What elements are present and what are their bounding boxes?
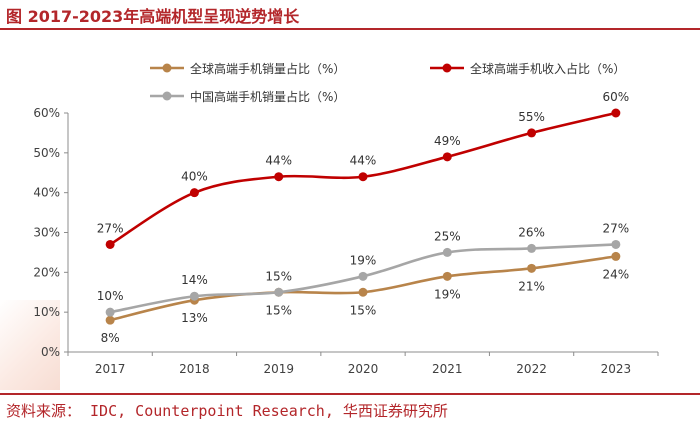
y-axis: 0% 10% 20% 30% 40% 50% 60%: [33, 106, 69, 359]
global-sales-share-legend-label: 全球高端手机销量占比（%）: [190, 61, 345, 76]
global-sales-share-data-label: 13%: [181, 311, 208, 325]
china-sales-share-data-label: 19%: [350, 253, 377, 267]
global-sales-share-point: [527, 263, 537, 273]
x-tick-label: 2023: [601, 362, 632, 376]
x-tick-label: 2020: [348, 362, 379, 376]
y-tick-label: 50%: [33, 146, 60, 160]
x-axis: 2017 2018 2019 2020 2021 2022 2023: [67, 351, 659, 376]
china-sales-share-legend-label: 中国高端手机销量占比（%）: [190, 89, 345, 104]
x-tick-label: 2019: [263, 362, 294, 376]
china-sales-share-point: [358, 271, 368, 281]
global-revenue-share-legend-marker: [442, 63, 452, 73]
corner-decoration: [0, 300, 60, 390]
legend: 全球高端手机销量占比（%） 全球高端手机收入占比（%） 中国高端手机销量占比（%）: [150, 61, 625, 104]
global-revenue-share-data-label: 27%: [97, 221, 124, 235]
global-revenue-share-legend-label: 全球高端手机收入占比（%）: [470, 61, 625, 76]
global-sales-share-data-label: 8%: [101, 331, 120, 345]
china-sales-share-data-label: 25%: [434, 229, 461, 243]
line-chart: 全球高端手机销量占比（%） 全球高端手机收入占比（%）中国高端手机销量占比（%） …: [33, 61, 659, 376]
global-revenue-share-data-label: 60%: [603, 90, 630, 104]
series-lines: [105, 108, 621, 325]
y-tick-label: 60%: [33, 106, 60, 120]
china-sales-share-data-label: 14%: [181, 273, 208, 287]
source-note: 资料来源： IDC, Counterpoint Research, 华西证券研究…: [6, 402, 448, 420]
global-sales-share-data-label: 19%: [434, 287, 461, 301]
china-sales-share-data-label: 10%: [97, 289, 124, 303]
title-bar: 图 2017-2023年高端机型呈现逆势增长: [0, 0, 700, 30]
china-sales-share-data-label: 27%: [603, 221, 630, 235]
china-sales-share-point: [442, 247, 452, 257]
global-revenue-share-point: [274, 172, 284, 182]
y-tick-label: 0%: [41, 345, 60, 359]
china-sales-share-point: [274, 287, 284, 297]
global-sales-share-data-label: 15%: [350, 303, 377, 317]
china-sales-share-point: [611, 239, 621, 249]
global-sales-share-data-label: 21%: [518, 279, 545, 293]
global-sales-share-point: [442, 271, 452, 281]
global-sales-share-point: [611, 251, 621, 261]
global-revenue-share-data-label: 49%: [434, 134, 461, 148]
global-sales-share-point: [105, 315, 115, 325]
china-sales-share-data-label: 15%: [265, 269, 292, 283]
global-sales-share-point: [358, 287, 368, 297]
china-sales-share-point: [527, 243, 537, 253]
china-sales-share-data-label: 26%: [518, 225, 545, 239]
global-revenue-share-data-label: 44%: [350, 154, 377, 168]
global-revenue-share-point: [442, 152, 452, 162]
china-sales-share-legend-marker: [162, 91, 172, 101]
figure-title: 图 2017-2023年高端机型呈现逆势增长: [6, 7, 300, 26]
global-revenue-share-point: [105, 239, 115, 249]
x-tick-label: 2022: [516, 362, 547, 376]
china-sales-share-point: [105, 307, 115, 317]
global-sales-share-data-label: 24%: [603, 267, 630, 281]
source-bar: 资料来源： IDC, Counterpoint Research, 华西证券研究…: [0, 393, 700, 423]
global-revenue-share-data-label: 55%: [518, 110, 545, 124]
y-tick-label: 30%: [33, 226, 60, 240]
x-tick-label: 2018: [179, 362, 210, 376]
y-tick-label: 40%: [33, 186, 60, 200]
global-revenue-share-point: [527, 128, 537, 138]
global-sales-share-legend-marker: [162, 63, 172, 73]
x-tick-label: 2017: [95, 362, 126, 376]
global-revenue-share-point: [358, 172, 368, 182]
china-sales-share-point: [189, 291, 199, 301]
global-revenue-share-point: [189, 188, 199, 198]
global-revenue-share-point: [611, 108, 621, 118]
y-tick-label: 20%: [33, 265, 60, 279]
global-sales-share-data-label: 15%: [265, 303, 292, 317]
global-revenue-share-data-label: 40%: [181, 170, 208, 184]
global-revenue-share-data-label: 44%: [265, 154, 292, 168]
x-tick-label: 2021: [432, 362, 463, 376]
y-tick-label: 10%: [33, 305, 60, 319]
data-labels: 8% 13% 15% 15% 19% 21% 24% 27% 40% 44% 44% 49% 55% 60…: [97, 90, 629, 345]
